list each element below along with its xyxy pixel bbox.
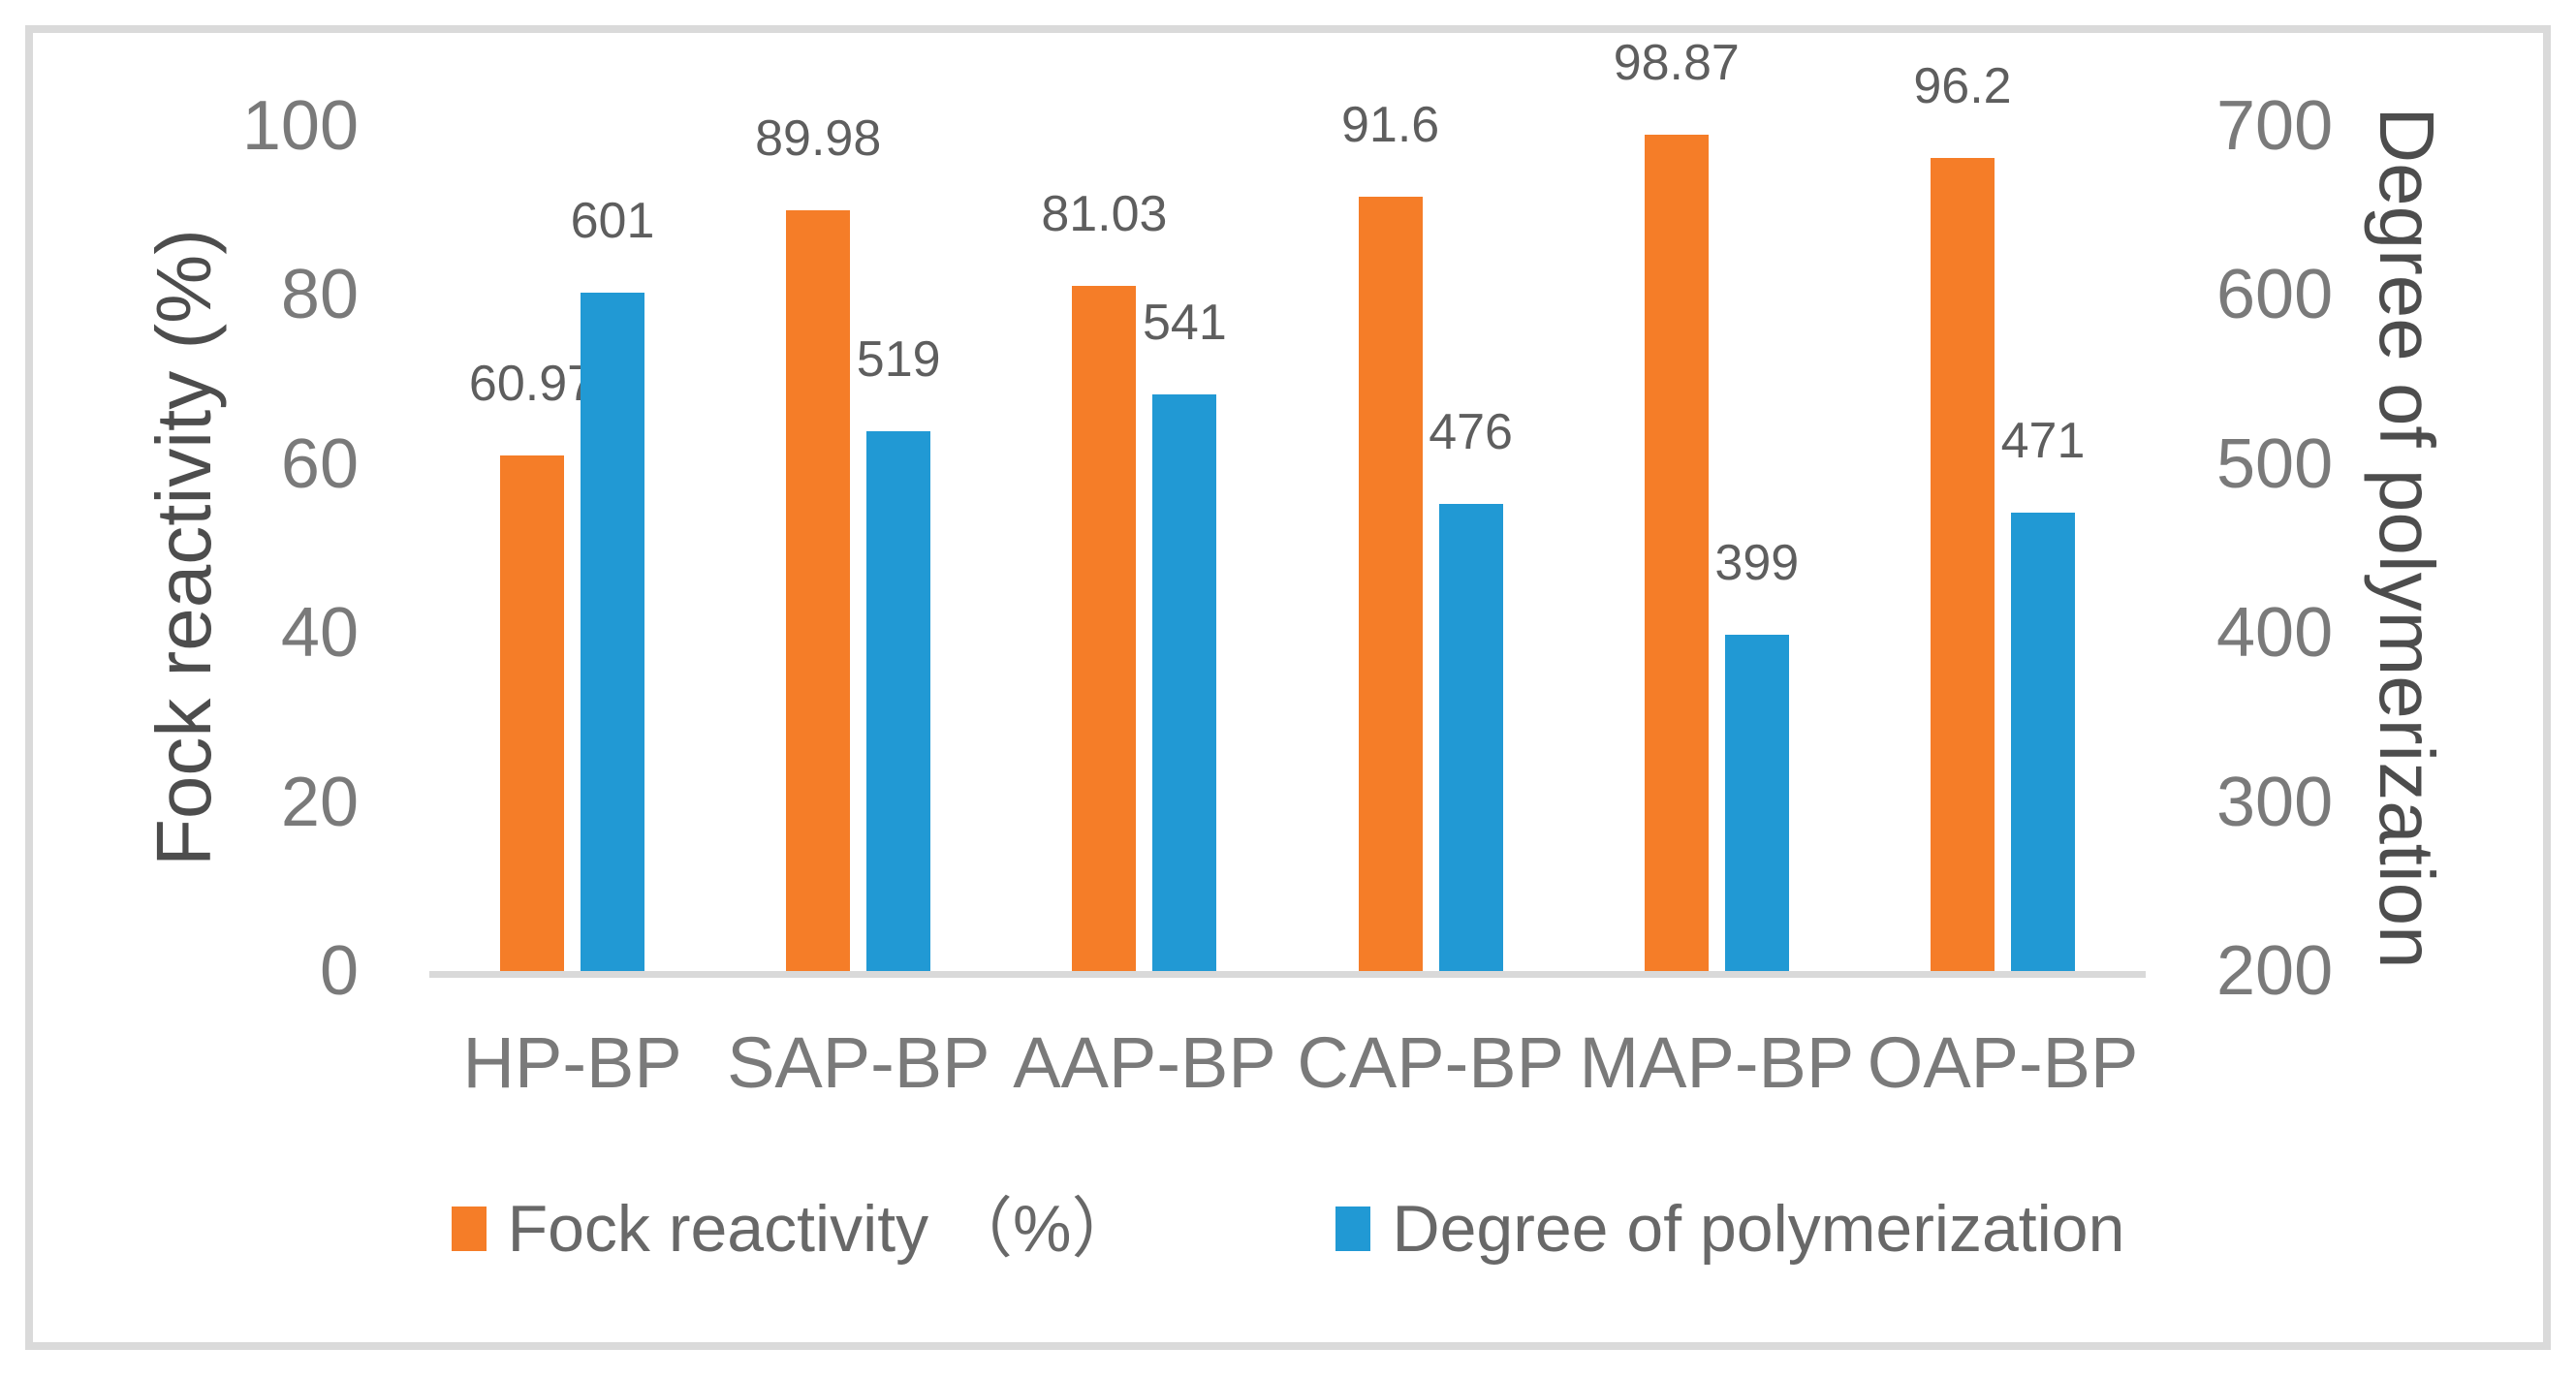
bar-fock-reactivity-oap-bp: [1931, 157, 1995, 971]
left-axis-tick-label: 20: [280, 763, 359, 841]
data-label: 541: [1143, 294, 1227, 351]
bar-degree-of-polymerization-oap-bp: [2011, 513, 2075, 971]
bar-fock-reactivity-hp-bp: [500, 455, 564, 971]
legend: Fock reactivity （%） Degree of polymerizat…: [0, 1194, 2576, 1264]
left-axis-tick-label: 100: [241, 86, 359, 165]
legend-swatch-icon: [451, 1207, 487, 1251]
data-label: 98.87: [1613, 35, 1740, 92]
category-label-cap-bp: CAP-BP: [1297, 1022, 1564, 1103]
left-axis-tick-label: 80: [280, 256, 359, 333]
category-label-sap-bp: SAP-BP: [727, 1022, 990, 1103]
left-axis-tick-label: 0: [319, 932, 359, 1010]
right-axis-tick-label: 400: [2216, 594, 2334, 672]
legend-item-degree-of-polymerization: Degree of polymerization: [1335, 1196, 2124, 1262]
legend-swatch-icon: [1335, 1207, 1371, 1251]
right-axis-tick-label: 200: [2216, 932, 2334, 1010]
figure-border: [25, 25, 2551, 1350]
bar-fock-reactivity-map-bp: [1644, 135, 1709, 971]
right-axis-tick-label: 700: [2216, 86, 2334, 165]
category-label-aap-bp: AAP-BP: [1013, 1022, 1276, 1103]
left-axis-tick-label: 40: [280, 594, 359, 672]
bar-degree-of-polymerization-hp-bp: [581, 293, 644, 971]
data-label: 601: [570, 193, 655, 250]
data-label: 60.97: [468, 356, 596, 413]
bar-fock-reactivity-aap-bp: [1072, 286, 1137, 971]
x-axis-line: [429, 971, 2146, 978]
data-label: 476: [1429, 404, 1513, 461]
right-axis-tick-label: 300: [2216, 763, 2334, 841]
left-axis-tick-label: 60: [280, 424, 359, 503]
bar-fock-reactivity-cap-bp: [1358, 196, 1423, 971]
category-label-oap-bp: OAP-BP: [1867, 1022, 2139, 1103]
bar-degree-of-polymerization-cap-bp: [1438, 504, 1503, 971]
data-label: 81.03: [1041, 186, 1168, 242]
bar-fock-reactivity-sap-bp: [786, 209, 851, 971]
bar-degree-of-polymerization-aap-bp: [1152, 393, 1217, 971]
data-label: 519: [856, 331, 941, 389]
data-label: 91.6: [1340, 96, 1440, 153]
category-label-hp-bp: HP-BP: [462, 1022, 682, 1103]
legend-label: Fock reactivity （%）: [507, 1192, 1138, 1266]
data-label: 96.2: [1913, 57, 2012, 114]
legend-label: Degree of polymerization: [1392, 1192, 2125, 1266]
data-label: 89.98: [755, 110, 882, 167]
bar-degree-of-polymerization-sap-bp: [866, 431, 931, 971]
right-axis-tick-label: 600: [2216, 256, 2334, 333]
category-label-map-bp: MAP-BP: [1579, 1022, 1855, 1103]
right-axis-tick-label: 500: [2216, 424, 2334, 503]
legend-item-fock-reactivity: Fock reactivity （%）: [451, 1192, 1138, 1266]
right-axis-title: Degree of polymerization: [2364, 107, 2450, 969]
data-label: 399: [1714, 534, 1800, 591]
bar-degree-of-polymerization-map-bp: [1724, 634, 1789, 971]
data-label: 471: [2000, 413, 2086, 470]
